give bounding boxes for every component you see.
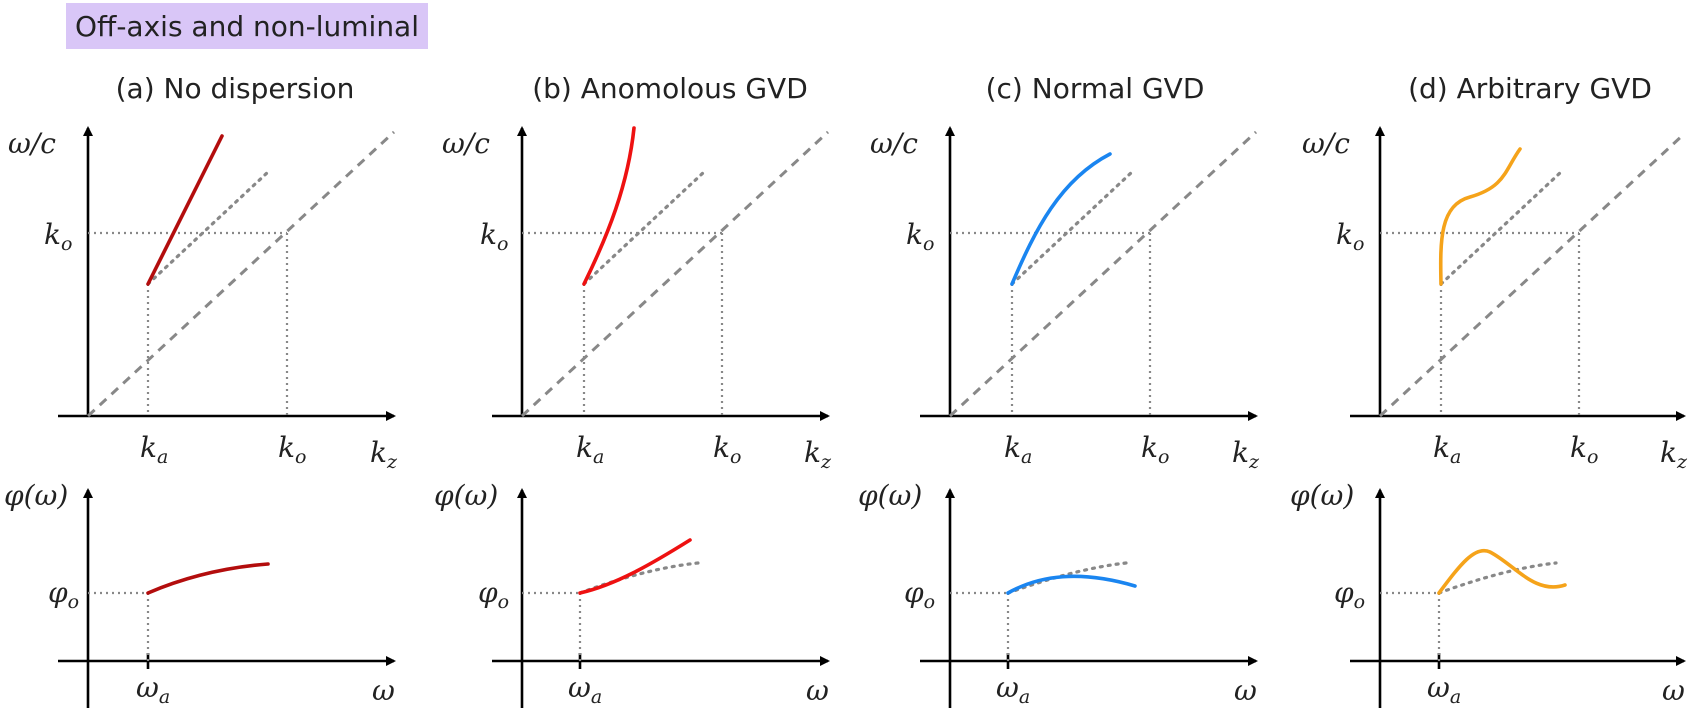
y-axis-label: φ(ω): [4, 479, 68, 512]
dispersion-plot: ω/c ko ka ko kz: [8, 126, 398, 473]
dispersion-plot: ω/c ko ka ko kz: [1302, 126, 1688, 473]
ko-tick-label: ko: [1570, 431, 1598, 468]
ka-tick-label: ka: [1433, 431, 1461, 468]
ko-y-label: ko: [1336, 218, 1364, 255]
x-axis-label: kz: [370, 436, 398, 473]
omega-a-label: ωa: [568, 671, 602, 708]
x-axis-label: ω: [1662, 674, 1685, 707]
ka-tick-label: ka: [140, 431, 168, 468]
dispersion-curve: [146, 134, 224, 286]
ko-y-label: ko: [44, 218, 72, 255]
luminal-reference-line: [582, 170, 706, 286]
light-line: [1378, 132, 1686, 418]
panel-title: (c) Normal GVD: [986, 72, 1205, 105]
y-axis-label: ω/c: [8, 127, 56, 160]
panel-title: (a) No dispersion: [116, 72, 355, 105]
x-axis-label: ω: [1234, 674, 1257, 707]
phase-plot: φ(ω) φo ωa ω: [858, 479, 1258, 708]
ka-tick-label: ka: [1004, 431, 1032, 468]
y-axis-label: φ(ω): [858, 479, 922, 512]
phase-plot: φ(ω) φo ωa ω: [4, 479, 396, 708]
y-axis-label: ω/c: [442, 127, 490, 160]
phi-o-label: φo: [904, 576, 935, 613]
dispersion-curve: [582, 126, 636, 286]
phase-curve: [1437, 548, 1567, 595]
panel-title: (d) Arbitrary GVD: [1408, 72, 1652, 105]
ko-tick-label: ko: [713, 431, 741, 468]
panel-a: (a) No dispersion ω/c ko ka ko kz φ(ω): [4, 72, 398, 708]
reference-phase-curve: [578, 561, 700, 595]
dispersion-plot: ω/c ko ka ko kz: [442, 126, 832, 473]
ka-tick-label: ka: [576, 431, 604, 468]
y-axis-label: ω/c: [1302, 127, 1350, 160]
luminal-reference-line: [146, 170, 270, 286]
dispersion-curve: [1010, 152, 1112, 286]
figure-banner: Off-axis and non-luminal: [66, 3, 428, 49]
y-axis-label: φ(ω): [434, 479, 498, 512]
light-line: [520, 130, 830, 418]
phase-plot: φ(ω) φo ωa ω: [1290, 479, 1686, 708]
omega-a-label: ωa: [136, 671, 170, 708]
dispersion-plot: ω/c ko ka ko kz: [870, 126, 1260, 473]
omega-a-label: ωa: [996, 671, 1030, 708]
light-line: [86, 130, 396, 418]
panel-d: (d) Arbitrary GVD ω/c ko ka ko kz φ(ω): [1290, 72, 1688, 708]
panel-b: (b) Anomolous GVD ω/c ko ka ko kz φ(ω): [434, 72, 832, 708]
x-axis-label: ω: [806, 674, 829, 707]
luminal-reference-line: [1439, 170, 1563, 286]
x-axis-label: kz: [1232, 436, 1260, 473]
phase-plot: φ(ω) φo ωa ω: [434, 479, 830, 708]
phi-o-label: φo: [478, 576, 509, 613]
phase-curve: [1006, 574, 1137, 595]
phase-curve: [146, 562, 270, 595]
x-axis-label: kz: [1660, 436, 1688, 473]
y-axis-label: ω/c: [870, 127, 918, 160]
ko-y-label: ko: [480, 218, 508, 255]
dispersion-curve: [1438, 147, 1522, 286]
x-axis-label: ω: [372, 674, 395, 707]
phase-curve: [578, 538, 692, 595]
ko-tick-label: ko: [1141, 431, 1169, 468]
ko-tick-label: ko: [278, 431, 306, 468]
omega-a-label: ωa: [1427, 671, 1461, 708]
x-axis-label: kz: [804, 436, 832, 473]
phi-o-label: φo: [1334, 576, 1365, 613]
y-axis-label: φ(ω): [1290, 479, 1354, 512]
light-line: [948, 130, 1258, 418]
panel-c: (c) Normal GVD ω/c ko ka ko kz φ(ω) φo: [858, 72, 1260, 708]
ko-y-label: ko: [906, 218, 934, 255]
reference-phase-curve: [1437, 561, 1558, 595]
luminal-reference-line: [1010, 170, 1134, 286]
panel-title: (b) Anomolous GVD: [532, 72, 808, 105]
phi-o-label: φo: [48, 576, 79, 613]
